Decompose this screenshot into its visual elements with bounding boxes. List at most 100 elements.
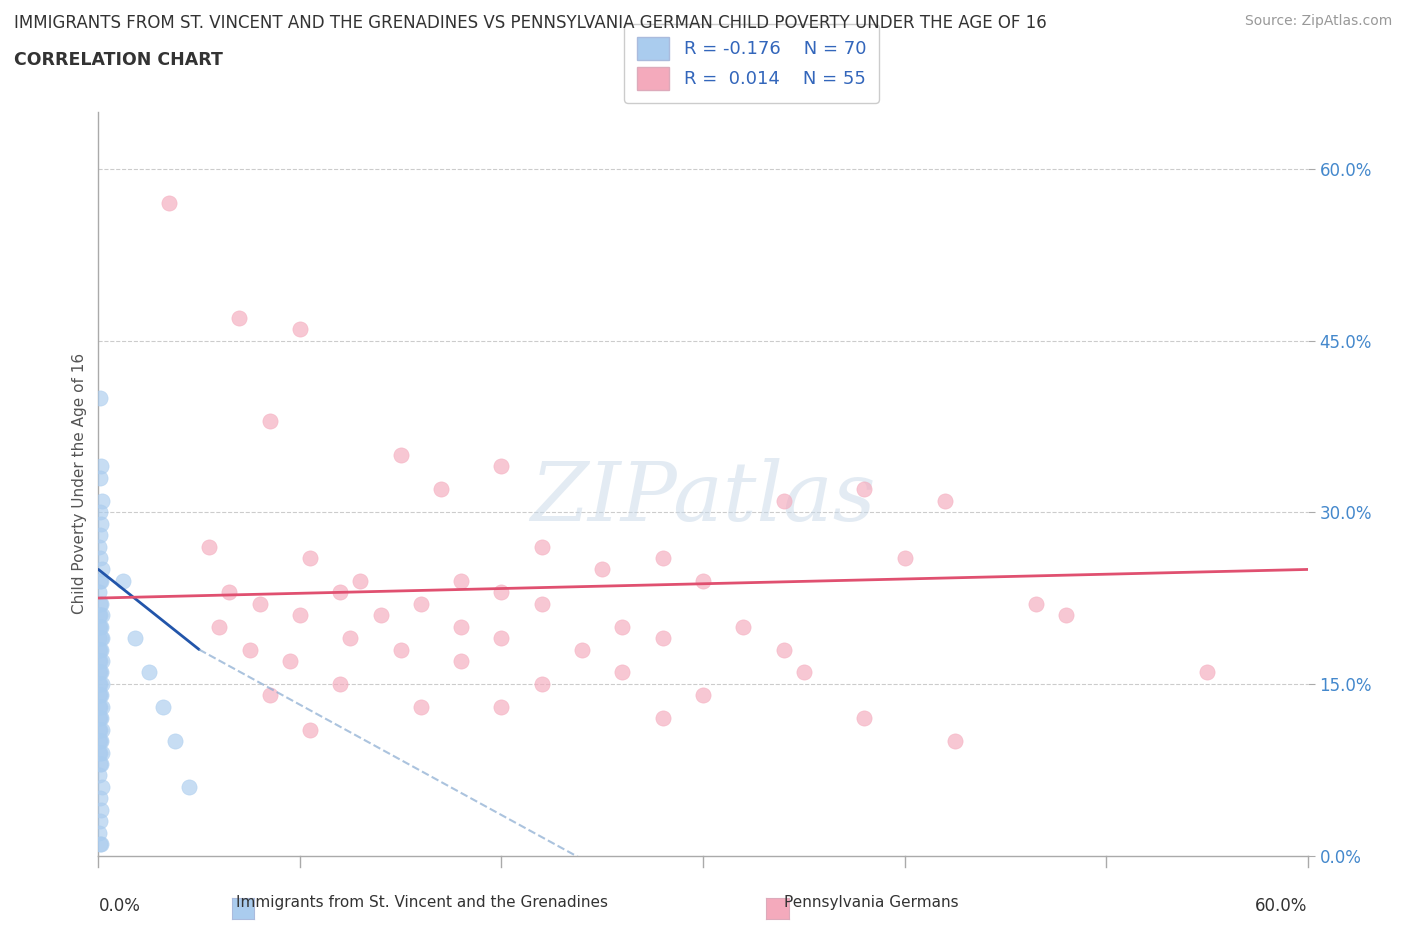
Point xyxy=(163,734,186,749)
Point xyxy=(339,631,361,645)
Point xyxy=(612,665,634,680)
Point xyxy=(299,723,322,737)
Point xyxy=(90,711,112,725)
Point xyxy=(90,596,112,611)
Point xyxy=(89,574,111,589)
Point xyxy=(772,493,794,508)
Point xyxy=(651,551,673,565)
Point xyxy=(89,734,111,749)
Point xyxy=(259,688,281,703)
Point xyxy=(89,642,111,657)
Point xyxy=(89,688,111,703)
Point xyxy=(89,699,111,714)
Point xyxy=(733,619,755,634)
Point xyxy=(89,768,111,783)
Point xyxy=(90,516,112,531)
Point xyxy=(278,654,301,669)
Point xyxy=(228,311,250,325)
Text: Pennsylvania Germans: Pennsylvania Germans xyxy=(785,895,959,910)
Point xyxy=(90,837,112,852)
Point xyxy=(1195,665,1218,680)
Point xyxy=(89,665,111,680)
Point xyxy=(90,665,112,680)
Point xyxy=(288,322,311,337)
Y-axis label: Child Poverty Under the Age of 16: Child Poverty Under the Age of 16 xyxy=(72,353,87,614)
Point xyxy=(1054,608,1077,623)
Text: IMMIGRANTS FROM ST. VINCENT AND THE GRENADINES VS PENNSYLVANIA GERMAN CHILD POVE: IMMIGRANTS FROM ST. VINCENT AND THE GREN… xyxy=(14,14,1047,32)
Point xyxy=(409,699,432,714)
Point xyxy=(89,642,111,657)
Point xyxy=(571,642,593,657)
Point xyxy=(259,413,281,428)
Point xyxy=(89,814,111,829)
Point xyxy=(91,699,114,714)
Point xyxy=(89,676,111,691)
Legend: R = -0.176    N = 70, R =  0.014    N = 55: R = -0.176 N = 70, R = 0.014 N = 55 xyxy=(624,24,879,103)
Point xyxy=(249,596,271,611)
Point xyxy=(89,619,111,634)
Point xyxy=(179,779,201,794)
Point xyxy=(651,711,673,725)
Point xyxy=(853,711,876,725)
Point xyxy=(89,837,111,852)
Point xyxy=(89,608,111,623)
Point xyxy=(530,539,553,554)
Point xyxy=(91,654,114,669)
Point xyxy=(91,493,114,508)
Point xyxy=(943,734,966,749)
Point xyxy=(89,723,111,737)
Point xyxy=(793,665,815,680)
Point xyxy=(89,596,111,611)
Point xyxy=(530,676,553,691)
Point xyxy=(288,608,311,623)
Point xyxy=(89,471,111,485)
Point xyxy=(491,631,513,645)
Point xyxy=(329,585,352,600)
Point xyxy=(89,757,111,772)
Point xyxy=(89,654,111,669)
Point xyxy=(389,642,412,657)
Point xyxy=(772,642,794,657)
Point xyxy=(89,745,111,760)
Point xyxy=(91,745,114,760)
Point xyxy=(91,723,114,737)
Point xyxy=(239,642,262,657)
Text: Immigrants from St. Vincent and the Grenadines: Immigrants from St. Vincent and the Gren… xyxy=(236,895,607,910)
Point xyxy=(198,539,221,554)
Point xyxy=(491,585,513,600)
Point xyxy=(853,482,876,497)
Point xyxy=(91,562,114,577)
Point xyxy=(89,825,111,840)
Point xyxy=(89,608,111,623)
Point xyxy=(430,482,453,497)
Point xyxy=(450,619,472,634)
Point xyxy=(89,745,111,760)
Point xyxy=(89,711,111,725)
Point xyxy=(491,699,513,714)
Point xyxy=(91,676,114,691)
Point xyxy=(651,631,673,645)
Text: Source: ZipAtlas.com: Source: ZipAtlas.com xyxy=(1244,14,1392,28)
Point xyxy=(89,699,111,714)
Point xyxy=(91,631,114,645)
Point xyxy=(329,676,352,691)
Point xyxy=(91,779,114,794)
Point xyxy=(91,608,114,623)
Point xyxy=(89,539,111,554)
Point xyxy=(612,619,634,634)
Point xyxy=(90,688,112,703)
Point xyxy=(111,574,134,589)
Point xyxy=(124,631,146,645)
Point xyxy=(90,757,112,772)
Point xyxy=(89,619,111,634)
Point xyxy=(90,734,112,749)
Point xyxy=(138,665,160,680)
Point xyxy=(450,574,472,589)
Point xyxy=(692,574,714,589)
Point xyxy=(89,391,111,405)
Point xyxy=(89,734,111,749)
Point xyxy=(152,699,174,714)
Text: ZIPatlas: ZIPatlas xyxy=(530,458,876,538)
Point xyxy=(90,574,112,589)
Point xyxy=(491,459,513,474)
